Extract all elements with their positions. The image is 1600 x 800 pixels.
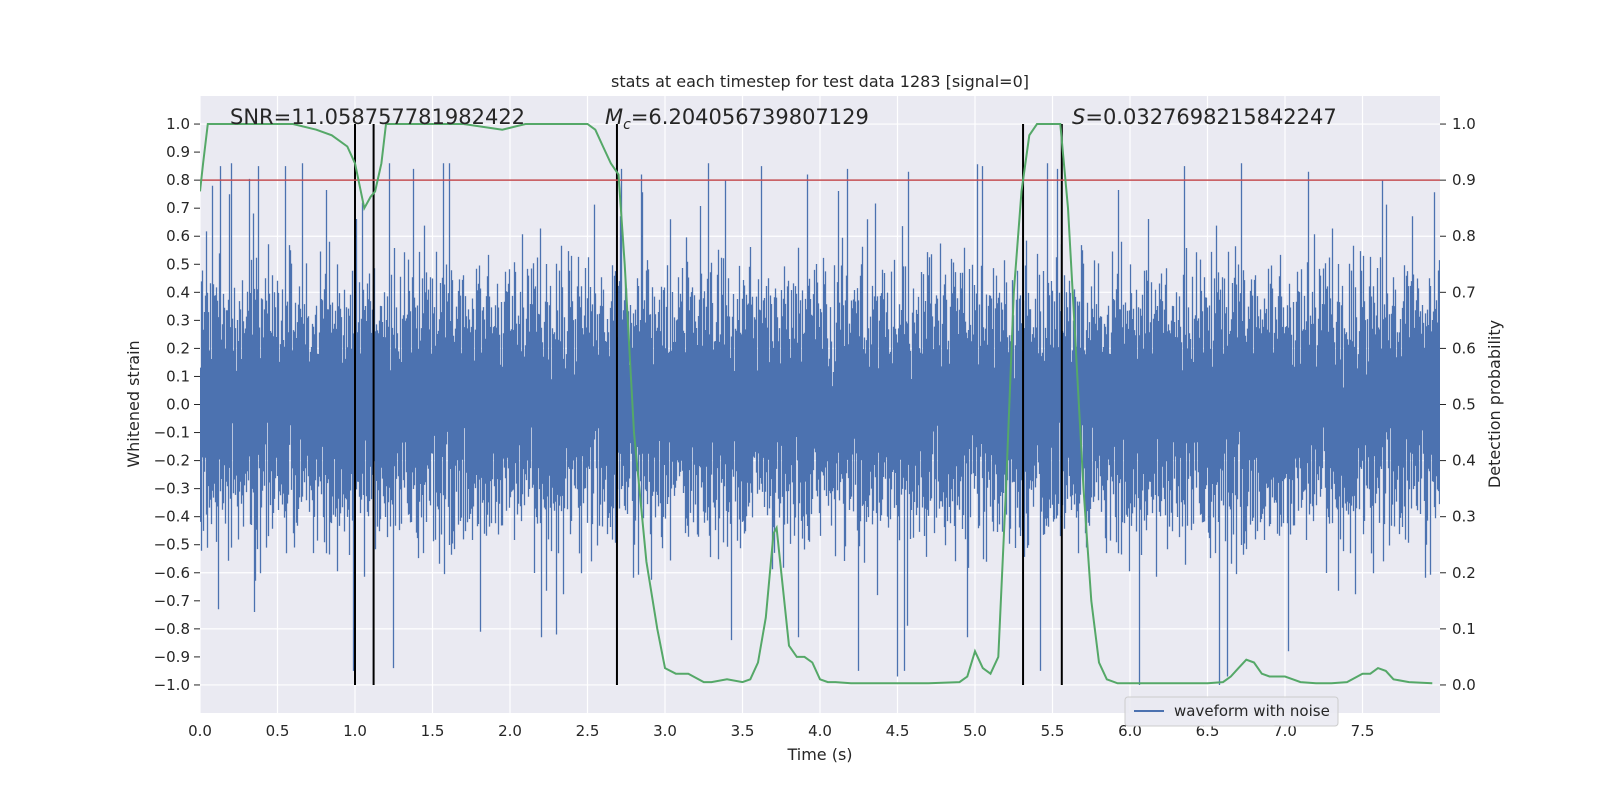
legend-label: waveform with noise bbox=[1174, 702, 1330, 720]
event-marker-lines bbox=[354, 124, 1063, 685]
y-tick-label: −1.0 bbox=[154, 676, 190, 694]
y-axis-ticks: 1.0 0.9 0.8 0.7 0.6 0.5 0.4 0.3 0.2 0.1 0.0 −0.1 −0.… bbox=[154, 115, 200, 694]
y2-tick-label: 0.2 bbox=[1452, 564, 1476, 582]
chirp-mass-symbol: M bbox=[605, 105, 623, 129]
y2-tick-label: 0.6 bbox=[1452, 339, 1476, 357]
chirp-mass-annotation: Mc=6.204056739807129 bbox=[605, 105, 869, 133]
chirp-mass-subscript: c bbox=[623, 117, 631, 133]
y2-axis-ticks: 1.0 0.9 0.8 0.7 0.6 0.5 0.4 0.3 0.2 0.1 0.0 bbox=[1440, 115, 1476, 694]
x-tick-label: 5.0 bbox=[963, 722, 987, 740]
x-tick-label: 3.0 bbox=[653, 722, 677, 740]
x-tick-label: 4.5 bbox=[886, 722, 910, 740]
y2-tick-label: 0.8 bbox=[1452, 227, 1476, 245]
y2-axis-label: Detection probability bbox=[1485, 320, 1504, 488]
y-tick-label: −0.4 bbox=[154, 508, 190, 526]
y-tick-label: 0.9 bbox=[166, 143, 190, 161]
y-tick-label: −0.9 bbox=[154, 648, 190, 666]
y-tick-label: −0.1 bbox=[154, 424, 190, 442]
x-tick-label: 1.0 bbox=[343, 722, 367, 740]
legend: waveform with noise bbox=[1124, 696, 1339, 727]
y-tick-label: −0.7 bbox=[154, 592, 190, 610]
y-tick-label: 0.6 bbox=[166, 227, 190, 245]
probability-series bbox=[200, 123, 1433, 685]
y-tick-label: 0.4 bbox=[166, 283, 190, 301]
chirp-mass-value: =6.204056739807129 bbox=[631, 105, 869, 129]
y-tick-label: −0.5 bbox=[154, 536, 190, 554]
waveform-line bbox=[200, 163, 1440, 685]
probability-line bbox=[200, 123, 1433, 685]
y2-tick-label: 0.4 bbox=[1452, 452, 1476, 470]
x-tick-label: 0.5 bbox=[266, 722, 290, 740]
y2-tick-label: 0.7 bbox=[1452, 283, 1476, 301]
y2-tick-label: 0.5 bbox=[1452, 396, 1476, 414]
y2-tick-label: 0.1 bbox=[1452, 620, 1476, 638]
legend-box bbox=[1124, 696, 1339, 727]
s-symbol: S bbox=[1072, 105, 1085, 129]
x-tick-label: 7.5 bbox=[1351, 722, 1375, 740]
y-tick-label: −0.8 bbox=[154, 620, 190, 638]
y2-tick-label: 1.0 bbox=[1452, 115, 1476, 133]
y-tick-label: −0.3 bbox=[154, 480, 190, 498]
s-annotation: S=0.0327698215842247 bbox=[1072, 105, 1337, 129]
x-tick-label: 2.0 bbox=[498, 722, 522, 740]
y2-tick-label: 0.9 bbox=[1452, 171, 1476, 189]
waveform-series bbox=[200, 163, 1440, 685]
s-value: =0.0327698215842247 bbox=[1085, 105, 1336, 129]
y-axis-label: Whitened strain bbox=[124, 340, 143, 467]
x-tick-label: 5.5 bbox=[1041, 722, 1065, 740]
y2-tick-label: 0.3 bbox=[1452, 508, 1476, 526]
y-tick-label: 0.1 bbox=[166, 367, 190, 385]
y2-tick-label: 0.0 bbox=[1452, 676, 1476, 694]
x-tick-label: 1.5 bbox=[421, 722, 445, 740]
y-tick-label: 1.0 bbox=[166, 115, 190, 133]
x-tick-label: 3.5 bbox=[731, 722, 755, 740]
x-tick-label: 4.0 bbox=[808, 722, 832, 740]
x-axis-label: Time (s) bbox=[786, 745, 852, 764]
y-tick-label: 0.8 bbox=[166, 171, 190, 189]
y-tick-label: 0.3 bbox=[166, 311, 190, 329]
x-tick-label: 0.0 bbox=[188, 722, 212, 740]
chart-title: stats at each timestep for test data 128… bbox=[611, 72, 1029, 91]
snr-annotation: SNR=11.058757781982422 bbox=[230, 105, 525, 129]
y-tick-label: 0.2 bbox=[166, 339, 190, 357]
y-tick-label: −0.6 bbox=[154, 564, 190, 582]
y-tick-label: 0.0 bbox=[166, 396, 190, 414]
y-tick-label: 0.7 bbox=[166, 199, 190, 217]
y-tick-label: −0.2 bbox=[154, 452, 190, 470]
y-tick-label: 0.5 bbox=[166, 255, 190, 273]
x-tick-label: 2.5 bbox=[576, 722, 600, 740]
